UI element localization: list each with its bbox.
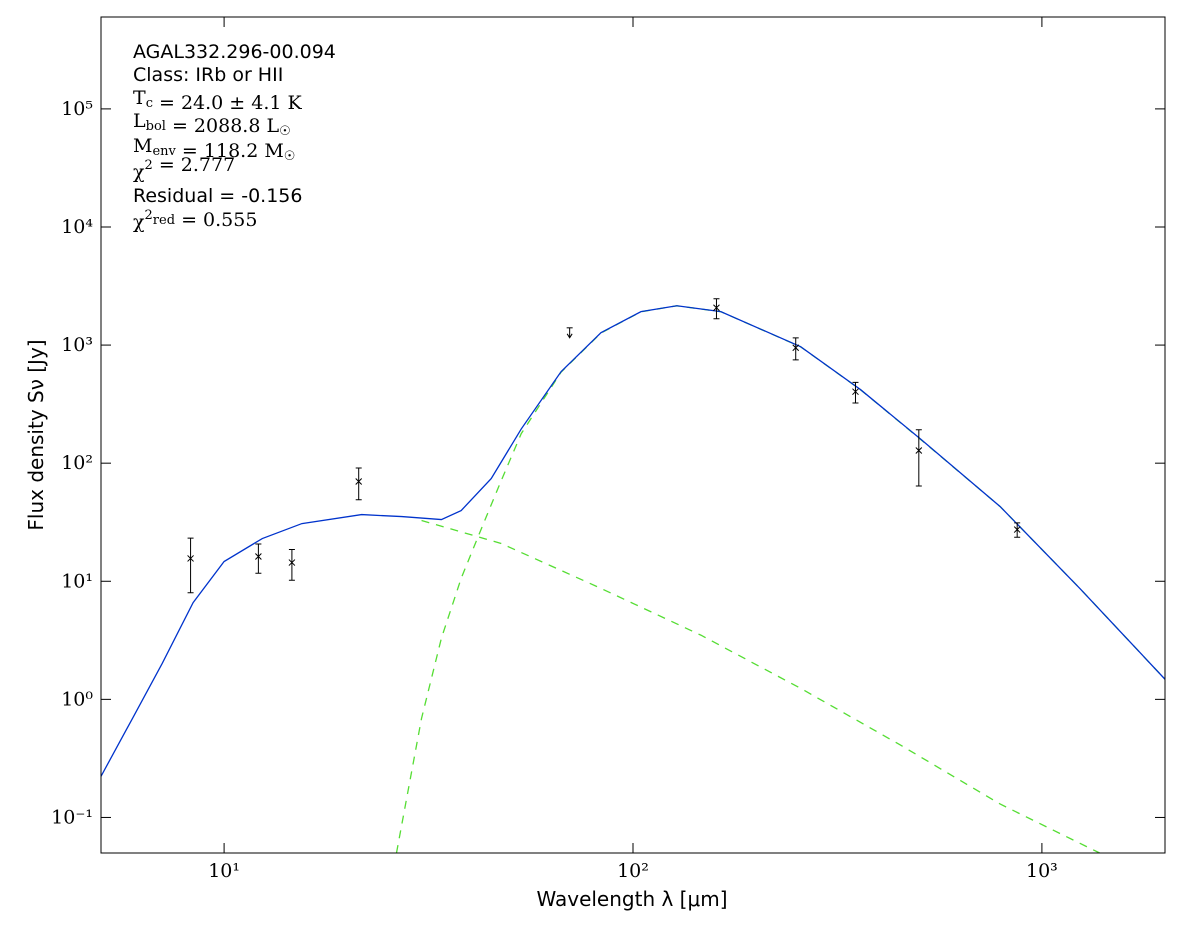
upper-limit-arrow [566, 327, 573, 339]
data-point [355, 478, 363, 485]
y-tick-label: 10⁴ [61, 216, 93, 238]
model-total [101, 305, 1165, 777]
error-bar [915, 429, 922, 487]
annotation-text: L [133, 110, 146, 132]
annotation: Residual = -0.156 [133, 185, 303, 207]
x-axis-label: Wavelength λ [μm] [536, 887, 727, 911]
annotation-text: T [133, 87, 146, 109]
y-axis-label: Flux density Sν [Jy] [24, 339, 48, 530]
annotation-text: = 24.0 ± 4.1 K [153, 92, 303, 114]
data-point [255, 553, 262, 560]
data-point [713, 304, 720, 312]
annotation: Menv = 118.2 M☉ [133, 135, 295, 164]
annotation-text: M [133, 135, 152, 157]
annotation-text: = 2088.8 L [166, 115, 280, 137]
data-point [915, 447, 923, 454]
y-tick-label: 10⁻¹ [51, 806, 93, 828]
annotation-superscript: 2 [145, 208, 153, 223]
error-bar [852, 381, 859, 404]
error-bar [355, 467, 362, 501]
annotation: Lbol = 2088.8 L☉ [133, 110, 291, 139]
annotation: χ2red = 0.555 [133, 208, 257, 234]
data-point [288, 559, 296, 566]
annotation-text: χ [133, 211, 145, 233]
data-point [187, 555, 194, 562]
error-bar [187, 537, 194, 594]
annotation-subscript: c [146, 96, 153, 111]
y-tick-label: 10¹ [61, 570, 93, 592]
error-bar [255, 543, 262, 574]
annotation: Tc = 24.0 ± 4.1 K [133, 87, 303, 114]
annotation-superscript: 2 [145, 158, 153, 173]
annotation-text: Residual = -0.156 [133, 185, 303, 207]
error-bar [713, 298, 720, 320]
annotation: χ2 = 2.777 [133, 154, 235, 183]
annotation-text: = 2.777 [153, 154, 235, 176]
x-tick-label: 10³ [1026, 860, 1058, 882]
y-tick-label: 10³ [61, 334, 93, 356]
data-point [1013, 526, 1021, 533]
annotation-subscript: ☉ [284, 149, 296, 164]
data-point [852, 388, 859, 396]
y-tick-label: 10² [61, 452, 93, 474]
x-tick-label: 10² [617, 860, 649, 882]
annotation-subscript: ☉ [279, 124, 291, 139]
annotation-subscript: red [153, 213, 175, 228]
annotation: Class: IRb or HII [133, 64, 283, 86]
annotation-text: = 0.555 [175, 209, 257, 231]
annotation: AGAL332.296-00.094 [133, 41, 336, 63]
error-bar [288, 548, 295, 581]
annotation-subscript: env [152, 144, 176, 159]
error-bar [792, 337, 799, 361]
x-tick-label: 10¹ [208, 860, 240, 882]
annotation-text: AGAL332.296-00.094 [133, 41, 336, 63]
y-tick-label: 10⁰ [61, 688, 93, 710]
plot-area [101, 298, 1165, 853]
annotation-subscript: bol [146, 119, 166, 134]
y-tick-label: 10⁵ [61, 98, 93, 120]
annotation-text: Class: IRb or HII [133, 64, 283, 86]
annotation-text: χ [133, 161, 145, 183]
annotation-text: = 118.2 M [176, 140, 284, 162]
data-point [792, 344, 800, 352]
